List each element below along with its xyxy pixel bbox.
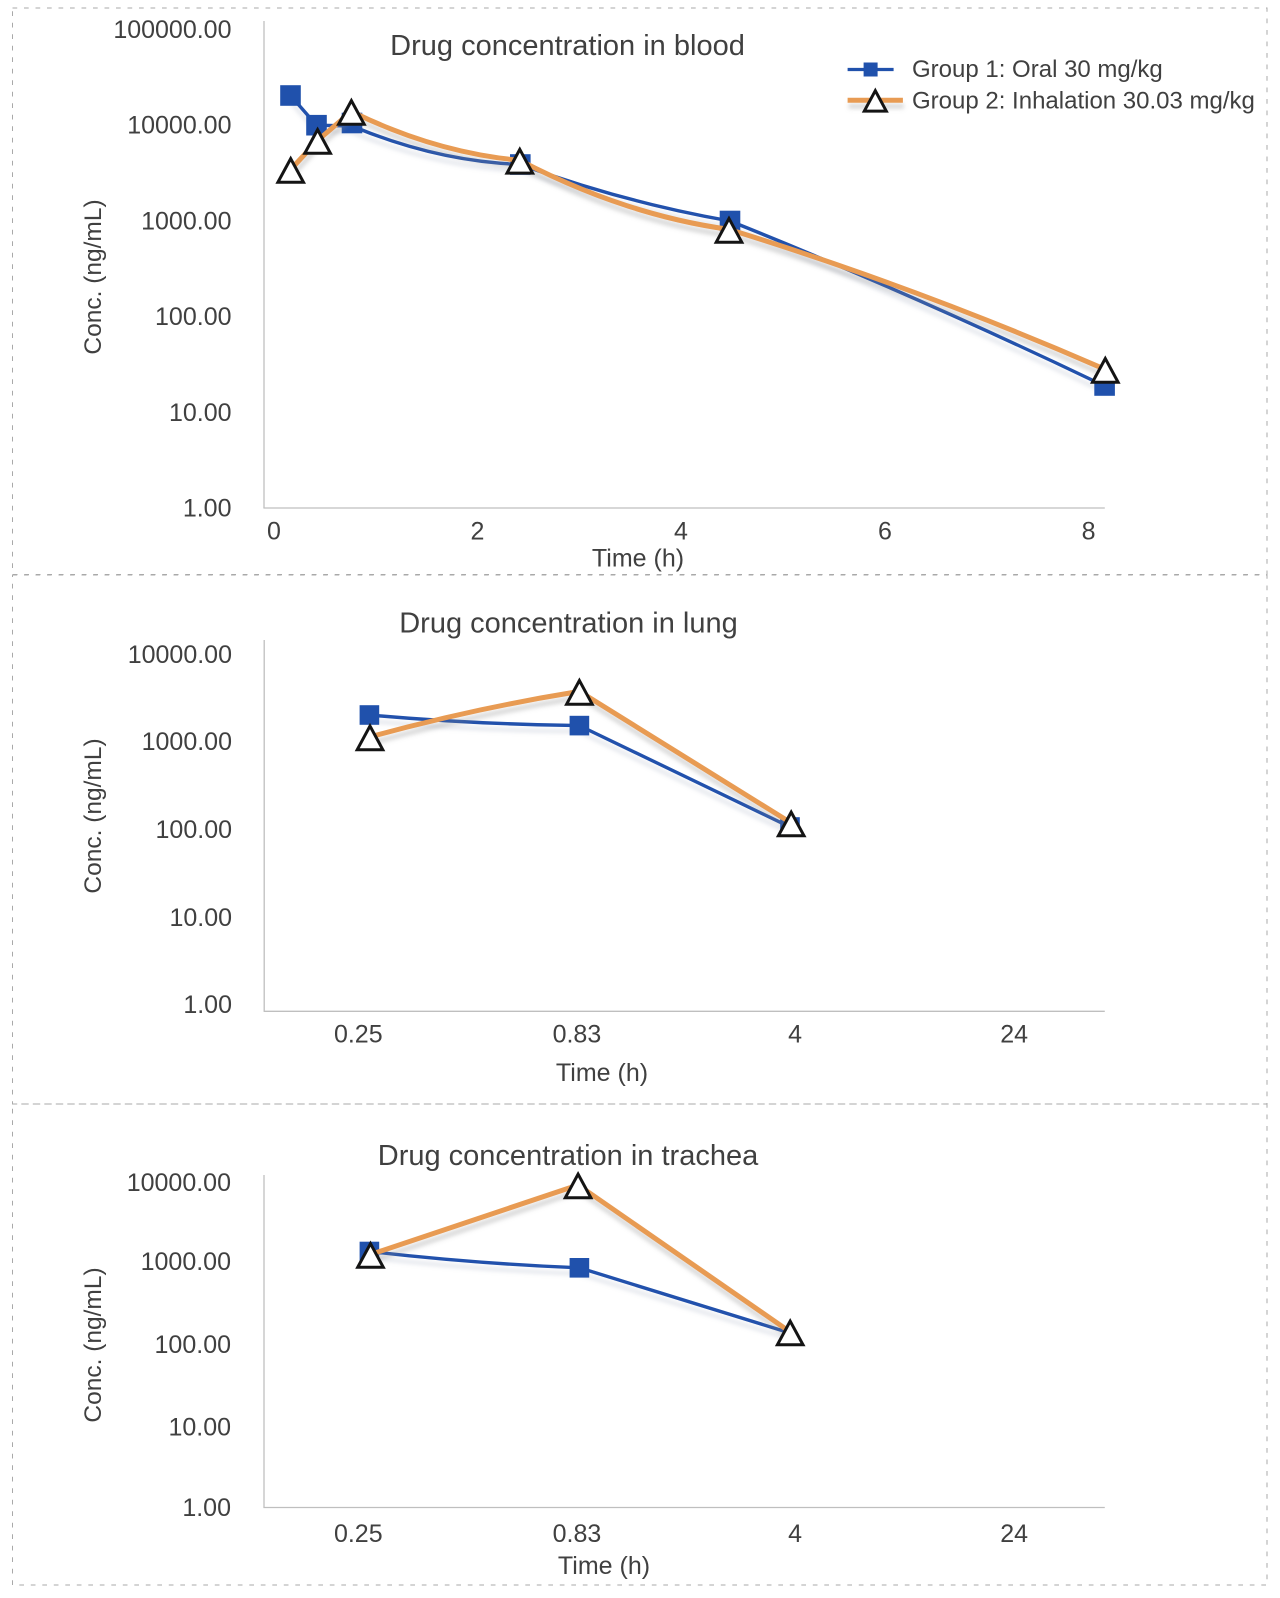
svg-text:1000.00: 1000.00 <box>141 207 231 235</box>
svg-text:Time (h): Time (h) <box>558 1552 650 1580</box>
svg-text:10.00: 10.00 <box>169 904 232 932</box>
svg-text:24: 24 <box>1000 1021 1028 1049</box>
svg-text:0.25: 0.25 <box>334 1520 383 1548</box>
svg-text:6: 6 <box>878 518 892 546</box>
svg-text:1000.00: 1000.00 <box>141 1248 231 1276</box>
svg-text:100.00: 100.00 <box>155 303 231 331</box>
svg-text:4: 4 <box>788 1021 802 1049</box>
svg-text:Group 1: Oral 30 mg/kg: Group 1: Oral 30 mg/kg <box>912 56 1163 83</box>
svg-text:100.00: 100.00 <box>156 816 232 844</box>
svg-text:10000.00: 10000.00 <box>128 641 232 669</box>
svg-text:4: 4 <box>788 1520 802 1548</box>
svg-text:10000.00: 10000.00 <box>127 1169 231 1197</box>
svg-text:Time (h): Time (h) <box>592 545 684 573</box>
svg-text:8: 8 <box>1082 518 1096 546</box>
svg-text:0.83: 0.83 <box>553 1021 602 1049</box>
svg-text:1.00: 1.00 <box>183 495 232 523</box>
svg-text:100000.00: 100000.00 <box>113 16 231 44</box>
svg-text:10.00: 10.00 <box>169 399 232 427</box>
svg-text:0.83: 0.83 <box>553 1520 602 1548</box>
svg-text:1.00: 1.00 <box>183 991 232 1019</box>
svg-text:0: 0 <box>267 518 281 546</box>
svg-text:Drug concentration in lung: Drug concentration in lung <box>399 608 738 640</box>
svg-text:10.00: 10.00 <box>168 1414 231 1442</box>
svg-text:10000.00: 10000.00 <box>127 112 231 140</box>
svg-text:24: 24 <box>1000 1520 1028 1548</box>
svg-text:Time (h): Time (h) <box>556 1059 648 1087</box>
svg-text:100.00: 100.00 <box>155 1331 231 1359</box>
svg-text:Drug concentration in trachea: Drug concentration in trachea <box>378 1140 759 1172</box>
svg-text:Group 2: Inhalation 30.03 mg/k: Group 2: Inhalation 30.03 mg/kg <box>912 88 1255 115</box>
svg-text:1.00: 1.00 <box>182 1494 231 1522</box>
svg-text:1000.00: 1000.00 <box>142 728 232 756</box>
svg-text:2: 2 <box>471 518 485 546</box>
svg-text:Conc. (ng/mL): Conc. (ng/mL) <box>80 199 107 354</box>
svg-text:Conc. (ng/mL): Conc. (ng/mL) <box>80 738 107 893</box>
svg-text:4: 4 <box>674 518 688 546</box>
svg-text:0.25: 0.25 <box>334 1021 383 1049</box>
svg-text:Drug concentration in blood: Drug concentration in blood <box>390 30 745 62</box>
svg-text:Conc. (ng/mL): Conc. (ng/mL) <box>80 1267 107 1422</box>
